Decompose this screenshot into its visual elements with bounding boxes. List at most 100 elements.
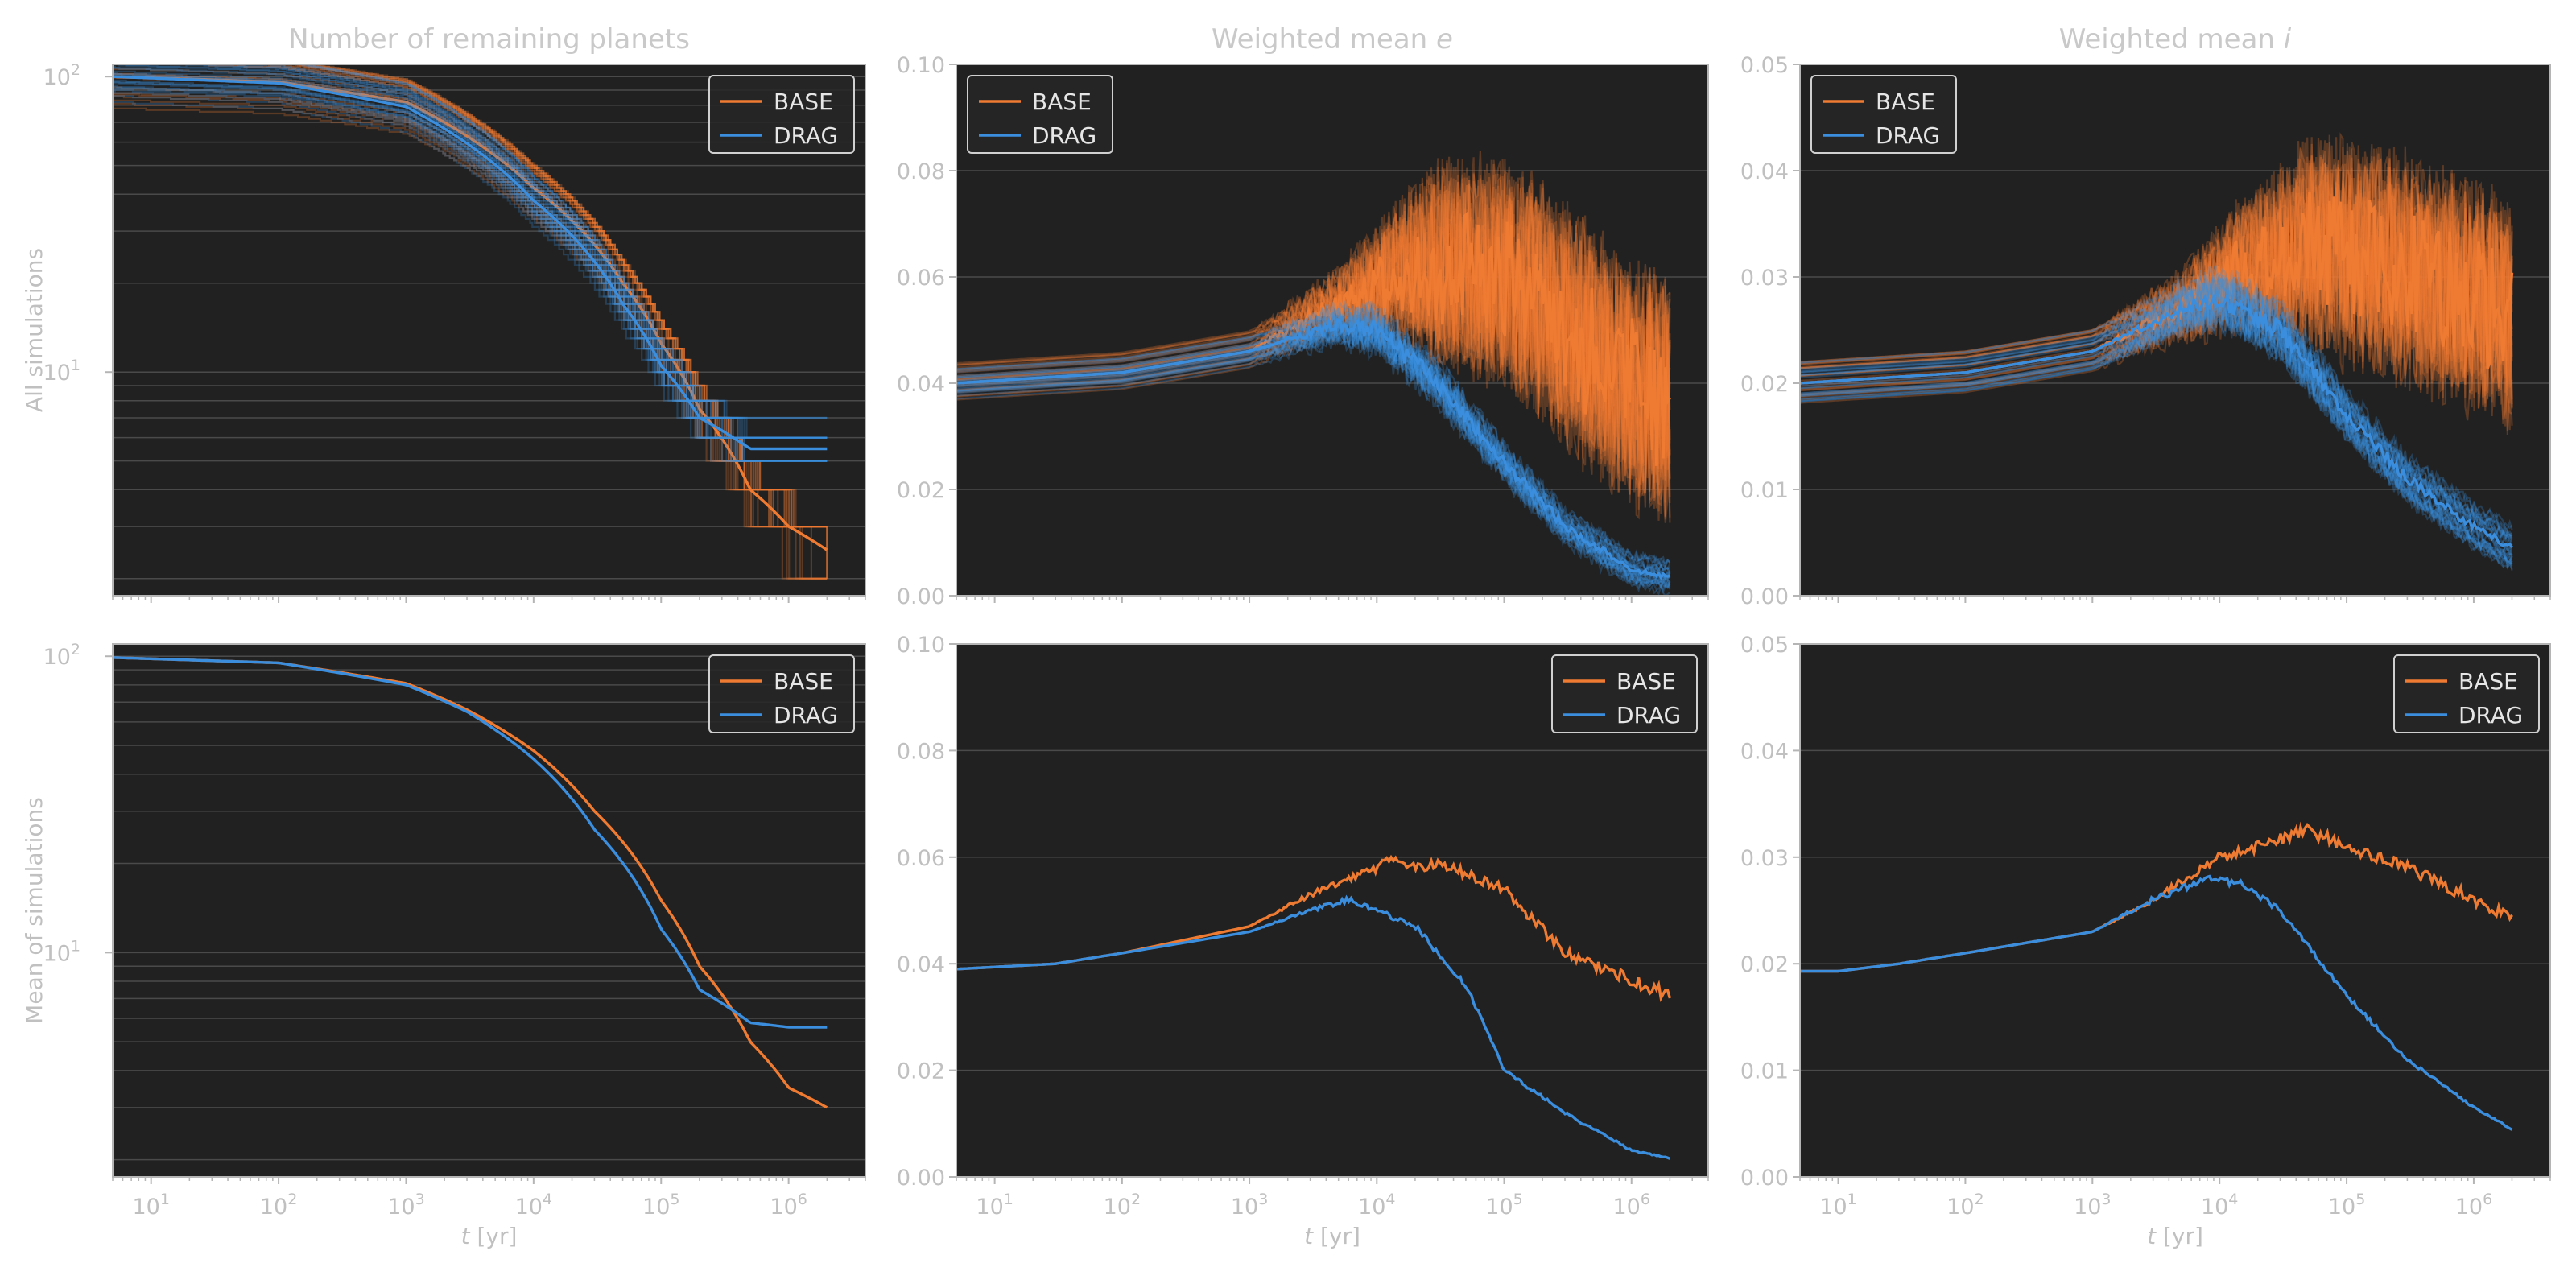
run-line-base [1800,150,2513,408]
run-line-base [288,64,828,528]
legend-box [1551,654,1698,733]
run-line-drag [299,64,828,419]
series-line-drag [113,656,828,1029]
run-line-base [113,102,828,580]
run-line-drag [156,64,828,439]
run-line-base [956,162,1671,475]
x-axis-label: t [yr] [1304,1223,1360,1249]
run-line-drag [1800,299,2513,563]
run-line-drag [113,101,828,462]
run-line-drag [956,301,1671,567]
legend: BASE DRAG [1551,654,1698,733]
run-line-drag [956,325,1671,589]
x-tick-label: 103 [2074,1191,2111,1220]
run-line-drag [1800,301,2513,568]
run-line-base [1800,134,2513,374]
y-tick-label: 0.00 [897,584,945,609]
run-line-base [303,64,828,528]
y-tick-label: 0.10 [897,633,945,658]
run-line-base [310,64,828,528]
axes-frame [112,643,866,1178]
run-line-drag [956,330,1671,596]
y-tick-label: 0.00 [1740,584,1789,609]
run-line-drag [956,328,1671,595]
run-line-drag [956,321,1670,588]
x-tick-label: 103 [387,1191,424,1220]
series-line-drag [956,894,1671,1160]
legend-label-base: BASE [2458,668,2518,695]
run-line-base [299,64,828,528]
x-tick-label: 102 [1104,1191,1141,1220]
run-line-drag [113,88,828,462]
run-line-base [956,158,1671,478]
y-tick-label: 0.04 [1740,739,1789,764]
run-line-drag [113,90,828,462]
run-line-base [1800,146,2513,377]
run-line-base [956,185,1671,500]
run-line-base [1800,147,2513,383]
panel-title: Weighted mean e [1212,23,1453,56]
legend-label-drag: DRAG [774,702,838,729]
legend-label-base: BASE [774,89,833,115]
legend: BASE DRAG [708,75,855,154]
y-tick-label: 0.00 [1740,1166,1789,1191]
run-line-base [113,72,828,528]
y-tick-label: 102 [43,61,80,90]
run-line-base [1800,153,2513,397]
run-line-drag [1800,276,2513,544]
run-line-drag [295,64,828,419]
run-line-base [229,64,828,528]
panel-1-0: 101 102 103 104 105 106 101 102 Mean of simulati… [21,641,866,1249]
run-line-drag [956,328,1671,591]
run-line-base [1800,184,2513,431]
run-line-drag [113,95,828,462]
run-line-base [956,170,1671,510]
y-tick-label: 0.02 [897,1059,945,1084]
series-layer [1800,821,2513,1131]
run-line-drag [956,323,1671,587]
y-tick-label: 0.08 [897,159,945,184]
axes-frame [1799,643,2551,1178]
run-line-base [1800,140,2513,409]
run-line-base [113,68,828,528]
run-line-drag [1800,296,2513,564]
run-line-drag [1800,299,2513,564]
panel-0-1: 0.00 0.02 0.04 0.06 0.08 0.10 Weighted mean e B… [897,23,1709,609]
y-tick-label: 0.02 [1740,372,1789,397]
run-line-drag [174,64,828,439]
run-line-base [1800,148,2513,398]
run-line-base [113,107,828,580]
run-line-base [956,163,1671,474]
run-line-drag [956,318,1670,587]
y-tick-label: 0.04 [897,372,945,397]
run-line-drag [1800,273,2513,537]
x-tick-label: 105 [1485,1191,1522,1220]
x-tick-label: 102 [1946,1191,1984,1220]
run-line-drag [113,64,828,439]
run-line-base [306,64,828,528]
y-tick-label: 0.00 [897,1166,945,1191]
legend-box [967,75,1113,154]
run-line-drag [1800,274,2513,537]
legend-box [1810,75,1957,154]
y-tick-label: 0.05 [1740,53,1789,78]
run-line-drag [956,321,1671,588]
legend: BASE DRAG [967,75,1113,154]
y-tick-label: 0.02 [1740,952,1789,977]
y-tick-label: 101 [43,357,80,386]
run-line-drag [1800,299,2513,565]
run-line-drag [113,86,828,462]
axes-frame [956,643,1709,1178]
run-line-drag [301,64,828,419]
run-line-drag [113,82,828,462]
legend-label-drag: DRAG [1616,702,1681,729]
run-line-drag [113,80,828,462]
x-tick-label: 105 [642,1191,679,1220]
x-tick-label: 101 [1819,1191,1856,1220]
run-line-drag [1800,295,2513,565]
series-layer [113,64,828,580]
legend-label-drag: DRAG [1032,122,1096,149]
run-line-drag [1800,288,2513,558]
axes-frame [956,64,1709,597]
run-line-drag [1800,266,2513,530]
